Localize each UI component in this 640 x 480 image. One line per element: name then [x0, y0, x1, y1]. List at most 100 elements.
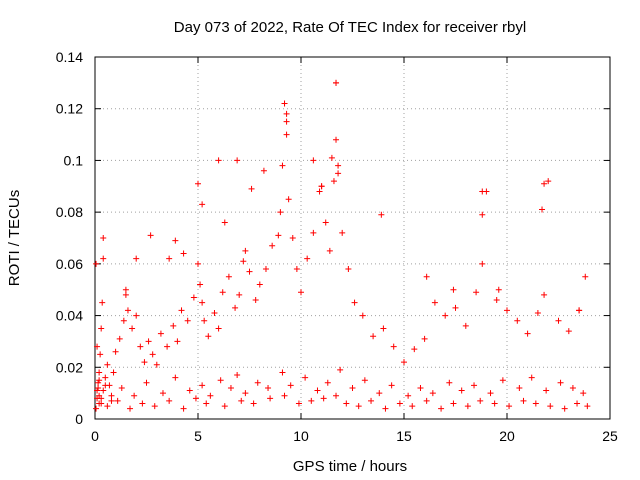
- data-point: [147, 232, 154, 239]
- data-point: [421, 335, 428, 342]
- data-point: [504, 307, 510, 314]
- data-point: [275, 232, 282, 239]
- data-point: [102, 374, 109, 381]
- data-point: [279, 369, 286, 376]
- data-point: [133, 255, 140, 262]
- data-point: [281, 392, 288, 399]
- data-point: [221, 403, 228, 410]
- data-point: [102, 382, 109, 389]
- data-point: [96, 377, 103, 384]
- data-point: [166, 397, 173, 404]
- data-point: [143, 379, 150, 386]
- data-point: [252, 297, 259, 304]
- axis-layer: [94, 56, 611, 420]
- data-point: [254, 379, 261, 386]
- data-point: [524, 330, 531, 337]
- y-tick-label: 0.12: [56, 101, 83, 117]
- data-point: [438, 405, 445, 412]
- data-point: [159, 390, 166, 397]
- data-point: [269, 242, 276, 249]
- x-tick-label: 15: [396, 428, 412, 444]
- data-point: [95, 379, 102, 386]
- data-point: [108, 397, 115, 404]
- data-point: [174, 338, 181, 345]
- data-point: [541, 291, 548, 298]
- data-point: [580, 390, 587, 397]
- data-point: [236, 291, 243, 298]
- data-point: [99, 299, 106, 306]
- data-point: [539, 206, 546, 213]
- data-point: [333, 79, 340, 86]
- data-point: [234, 372, 241, 379]
- data-point: [108, 392, 115, 399]
- data-point: [104, 403, 111, 410]
- data-point: [232, 304, 239, 311]
- data-point: [584, 403, 591, 410]
- data-point: [423, 397, 430, 404]
- data-point: [242, 247, 249, 254]
- data-point: [541, 180, 548, 187]
- data-point: [283, 110, 290, 117]
- data-point: [262, 266, 269, 273]
- data-point: [423, 273, 430, 280]
- data-point: [164, 343, 171, 350]
- data-point: [97, 351, 104, 358]
- data-point: [256, 281, 263, 288]
- data-point: [298, 289, 304, 296]
- data-point: [458, 387, 465, 394]
- data-point: [211, 309, 218, 316]
- x-tick-label: 0: [91, 428, 99, 444]
- data-point: [477, 397, 484, 404]
- data-point: [127, 405, 134, 412]
- data-point: [267, 395, 274, 402]
- data-point: [401, 359, 407, 366]
- data-point: [316, 188, 323, 195]
- data-point: [442, 312, 449, 319]
- data-point: [308, 397, 315, 404]
- data-point: [283, 131, 290, 138]
- data-point: [304, 255, 311, 262]
- data-point: [417, 384, 424, 391]
- data-point: [225, 273, 232, 280]
- data-point: [110, 369, 117, 376]
- data-point: [487, 390, 494, 397]
- chart-title: Day 073 of 2022, Rate Of TEC Index for r…: [174, 19, 526, 36]
- data-point: [351, 299, 358, 306]
- data-point: [94, 387, 101, 394]
- data-point: [411, 346, 418, 353]
- data-point: [318, 183, 325, 190]
- x-tick-label: 20: [499, 428, 515, 444]
- data-point: [326, 247, 333, 254]
- data-point: [545, 178, 552, 185]
- data-point: [118, 384, 125, 391]
- data-point: [246, 268, 253, 275]
- data-point: [279, 162, 286, 169]
- data-point: [388, 382, 395, 389]
- data-point: [170, 322, 177, 329]
- data-point: [124, 307, 131, 314]
- data-point: [361, 377, 368, 384]
- data-point: [180, 250, 187, 257]
- data-point: [122, 291, 129, 298]
- data-point: [153, 361, 160, 368]
- data-point: [543, 387, 550, 394]
- data-point: [516, 384, 523, 391]
- data-point: [141, 359, 148, 366]
- data-point: [574, 400, 581, 407]
- data-point: [473, 289, 480, 296]
- data-point: [166, 255, 173, 262]
- data-point: [333, 392, 340, 399]
- data-point: [96, 369, 103, 376]
- data-point: [93, 405, 100, 412]
- data-point: [295, 400, 302, 407]
- data-point: [277, 209, 284, 216]
- data-point: [137, 343, 144, 350]
- data-point: [464, 403, 471, 410]
- data-point: [520, 397, 527, 404]
- data-point: [514, 317, 521, 324]
- data-point: [314, 387, 321, 394]
- data-point: [479, 260, 486, 267]
- data-point: [120, 317, 127, 324]
- data-point: [287, 382, 294, 389]
